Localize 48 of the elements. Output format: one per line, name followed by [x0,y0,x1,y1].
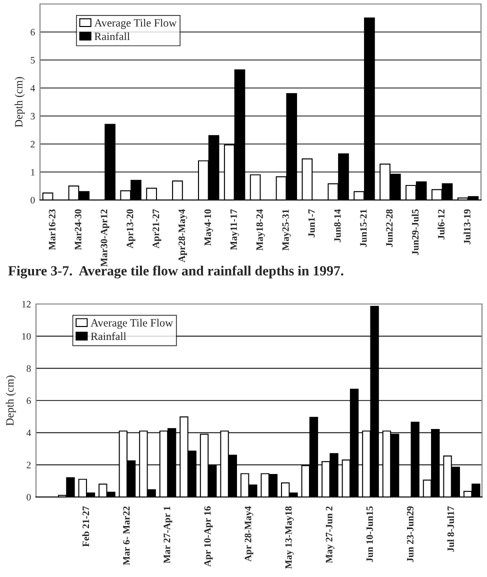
caption: Figure 3-7. Average tile flow and rainfall depths in 1997. [8,266,344,278]
y-tick-label: 0 [30,196,35,204]
y-tick-label: 6 [26,397,31,404]
legend-label: Average Tile Flow [90,318,174,329]
y-tick-label: 12 [22,300,31,308]
y-tick-label: 0 [26,494,31,500]
x-tick-label: May18-24 [256,209,265,250]
y-tick-label: 4 [26,430,31,436]
y-tick-label: 5 [30,57,35,64]
x-tick-label: Jul13-19 [464,209,470,244]
x-tick-label: Jun1-7 [308,209,315,238]
x-tick-label: Apr13-20 [126,209,136,248]
y-tick-label: 10 [22,333,31,340]
x-tick-label: Jul 8-Jul17 [447,506,454,552]
x-tick-label: Mar 27-Apr 1 [164,506,172,564]
y-tick-label: 8 [26,365,31,372]
x-tick-label: Mar16-23 [48,209,56,250]
y-tick-label: 2 [26,462,31,468]
x-tick-label: May25-31 [282,210,291,250]
legend-label: Average Tile Flow [94,18,177,29]
x-tick-label: May 13-May18 [285,506,294,569]
x-tick-label: Mar30-Apr12 [100,209,110,267]
y-tick-label: 2 [30,140,35,148]
y-tick-label: 3 [30,112,35,120]
x-tick-label: Jun 10-Jun15 [366,506,373,562]
x-tick-label: Apr 10-Apr 16 [204,506,213,567]
x-tick-label: Jun15-21 [360,210,367,247]
x-tick-label: May11-17 [230,209,239,250]
x-tick-label: May 27-Jun 2 [326,506,334,564]
x-tick-label: Jun 23-Jun29 [406,506,414,562]
y-tick-label: 6 [30,28,35,36]
x-tick-label: Apr 28-May4 [244,506,254,562]
legend-label: Rainfall [94,32,130,40]
x-tick-label: Mar24-30 [74,209,82,250]
x-tick-label: Jun8-14 [334,209,341,242]
y-axis-title: Depth (cm) [14,77,25,128]
x-tick-label: Jun29-Jul5 [412,209,419,256]
legend-label: Rainfall [90,332,126,340]
x-tick-label: Feb 21-27 [82,506,90,547]
x-tick-label: May4-10 [204,209,214,246]
x-tick-label: Mar 6- Mar22 [123,506,130,566]
x-tick-label: Apr28-May4 [178,209,188,262]
x-tick-label: Jun22-28 [386,209,393,247]
y-tick-label: 4 [30,84,35,92]
y-axis-title: Depth (cm) [6,376,16,426]
x-tick-label: Apr21-27 [152,209,162,248]
x-tick-label: Jul6-12 [438,209,445,240]
y-tick-label: 1 [31,168,35,176]
